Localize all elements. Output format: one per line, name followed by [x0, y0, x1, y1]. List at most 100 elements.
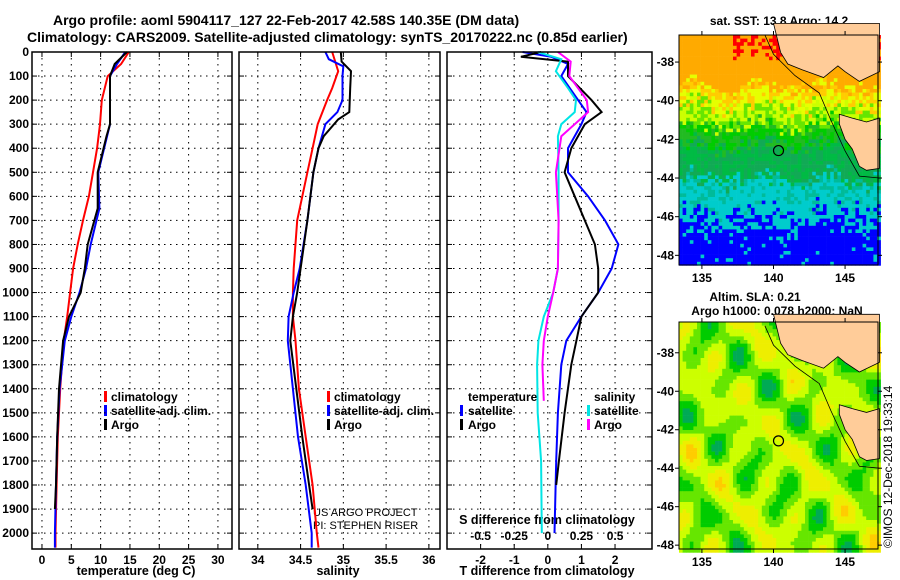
- map-cell: [772, 347, 777, 352]
- map-cell: [819, 157, 824, 162]
- map-cell: [837, 365, 842, 370]
- map-cell: [765, 71, 770, 75]
- map-cell: [689, 67, 694, 72]
- map-cell: [801, 261, 806, 266]
- map-cell: [725, 89, 730, 93]
- map-cell: [707, 161, 712, 165]
- map-cell: [751, 139, 755, 144]
- map-cell: [722, 186, 727, 191]
- map-cell: [805, 157, 809, 162]
- map-cell: [877, 71, 881, 75]
- map-cell: [851, 240, 856, 245]
- map-cell: [751, 236, 755, 241]
- map-cell: [815, 215, 820, 219]
- map-cell: [833, 236, 838, 241]
- map-cell: [851, 193, 856, 198]
- map-cell: [693, 132, 698, 137]
- map-cell: [689, 168, 694, 173]
- map-cell: [704, 38, 709, 43]
- map-cell: [758, 74, 763, 79]
- map-cell: [841, 365, 845, 370]
- map-cell: [761, 193, 766, 198]
- map-cell: [758, 96, 763, 101]
- map-cell: [837, 175, 842, 180]
- map-cell: [844, 168, 849, 173]
- map-cell: [787, 74, 791, 79]
- map-cell: [801, 251, 806, 255]
- map-cell: [679, 164, 683, 169]
- map-cell: [859, 204, 863, 209]
- legend-swatch-climatology: [104, 391, 107, 402]
- map-cell: [679, 243, 683, 248]
- map-cell: [679, 215, 683, 219]
- map-cell: [830, 376, 835, 380]
- map-cell: [736, 354, 741, 359]
- map-cell: [779, 103, 784, 108]
- map-cell: [859, 96, 863, 101]
- map-cell: [754, 60, 759, 65]
- map-cell: [711, 81, 716, 86]
- map-cell: [693, 347, 698, 352]
- map-cell: [722, 379, 727, 384]
- map-cell: [711, 207, 716, 212]
- map-cell: [700, 332, 705, 337]
- map-cell: [725, 350, 730, 355]
- map-cell: [740, 329, 745, 334]
- map-cell: [877, 78, 881, 83]
- map-cell: [823, 150, 827, 155]
- map-cell: [776, 386, 781, 391]
- map-cell: [787, 222, 791, 227]
- map-cell: [715, 240, 719, 245]
- map-cell: [754, 128, 759, 133]
- map-cell: [783, 197, 788, 201]
- map-cell: [740, 236, 745, 241]
- map-cell: [682, 236, 687, 241]
- map-cell: [751, 99, 755, 104]
- map-cell: [740, 168, 745, 173]
- map-cell: [877, 114, 881, 119]
- map-cell: [686, 63, 691, 68]
- map-cell: [693, 81, 698, 86]
- map-cell: [866, 379, 871, 384]
- map-cell: [819, 207, 824, 212]
- map-cell: [851, 99, 856, 104]
- map-cell: [689, 197, 694, 201]
- map-cell: [704, 383, 709, 388]
- map-cell: [689, 135, 694, 140]
- map-cell: [772, 42, 777, 47]
- map-cell: [794, 81, 799, 86]
- map-cell: [805, 386, 809, 391]
- map-cell: [718, 139, 723, 144]
- map-cell: [761, 99, 766, 104]
- map-cell: [812, 85, 817, 90]
- map-cell: [682, 229, 687, 234]
- map-cell: [855, 207, 860, 212]
- map-cell: [707, 189, 712, 194]
- map-cell: [747, 211, 752, 216]
- map-cell: [733, 343, 737, 348]
- map-cell: [877, 200, 881, 205]
- map-cell: [826, 372, 831, 377]
- map-cell: [819, 117, 824, 122]
- map-cell: [740, 63, 745, 68]
- map-cell: [686, 67, 691, 72]
- map-cell: [787, 135, 791, 140]
- map-cell: [819, 85, 824, 90]
- map-cell: [869, 211, 874, 216]
- map-cell: [729, 200, 734, 205]
- map-cell: [769, 251, 773, 255]
- map-cell: [751, 63, 755, 68]
- map-cell: [783, 254, 788, 259]
- map-cell: [823, 233, 827, 237]
- map-cell: [693, 60, 698, 65]
- map-cell: [704, 261, 709, 266]
- map-cell: [707, 157, 712, 162]
- map-cell: [736, 139, 741, 144]
- map-cell: [772, 240, 777, 245]
- map-cell: [697, 63, 701, 68]
- map-cell: [873, 168, 878, 173]
- map-cell: [779, 240, 784, 245]
- map-cell: [697, 254, 701, 259]
- map-cell: [736, 63, 741, 68]
- map-cell: [841, 107, 845, 111]
